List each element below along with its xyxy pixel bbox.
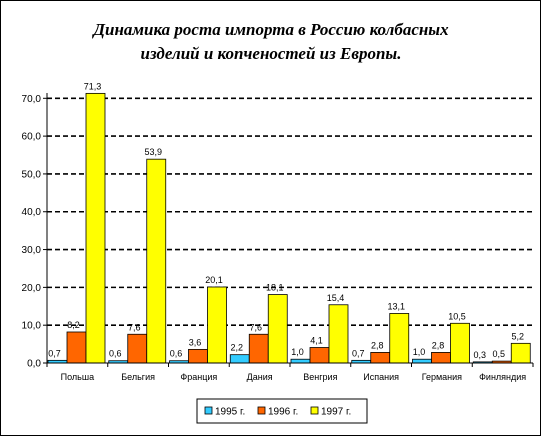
legend-swatch [204,406,213,415]
chart-title-line-2: изделий и копченостей из Европы. [141,44,402,63]
data-label: 20,1 [205,275,223,285]
legend: 1995 г. 1996 г. 1997 г. [196,398,368,424]
legend-swatch [310,406,319,415]
data-label: 15,4 [327,293,345,303]
category-label: Польша [61,372,94,382]
category-labels: Польша Бельгия Франция Дания Венгрия Испания Г… [46,363,534,382]
bar [267,294,288,364]
bar [328,304,349,364]
category-label: Венгрия [303,372,337,382]
category-label: Германия [422,372,462,382]
data-label: 0,6 [109,349,122,359]
legend-label: 1996 г. [268,407,298,418]
data-label: 0,5 [492,349,505,359]
bar [290,358,311,364]
y-tick-label: 50,0 [22,169,42,180]
bar [510,342,531,364]
legend-swatch [257,406,266,415]
axes [46,93,533,364]
bar [188,348,208,364]
category-label: Дания [247,372,273,382]
data-label: 10,5 [448,311,466,321]
y-tick-label: 60,0 [22,132,42,143]
legend-label: 1997 г. [321,407,351,418]
data-label: 7,6 [249,322,262,332]
category-label: Франция [180,372,217,382]
data-label: 2,8 [371,340,384,350]
y-tick-label: 70,0 [22,94,42,105]
bar [370,352,391,364]
data-label: 53,9 [144,147,162,157]
bar [431,352,451,364]
data-label: 0,3 [473,350,486,360]
gridlines [47,97,533,326]
category-label: Испания [363,372,399,382]
data-label: 2,2 [230,343,243,353]
data-label: 1,0 [413,347,426,357]
bar [389,313,410,364]
bar [207,286,227,364]
chart-title-line-1: Динамика роста импорта в Россию колбасны… [91,20,449,39]
legend-box [196,398,368,424]
bar [309,347,330,364]
data-labels: 0,7 8,2 71,3 0,6 7,6 53,9 0,6 3,6 20,1 2,2 7,6 18,1… [48,81,524,359]
bar [450,322,470,364]
data-label: 5,2 [511,331,524,341]
data-label: 18,1 [266,283,284,293]
data-label: 13,1 [387,301,405,311]
bar [248,333,269,364]
y-tick-label: 10,0 [22,321,42,332]
data-label: 0,7 [352,348,365,358]
data-label: 7,6 [128,322,141,332]
data-label: 0,6 [170,349,183,359]
bar [146,158,167,364]
data-label: 2,8 [432,340,445,350]
y-tick-label: 20,0 [22,283,42,294]
y-tick-label: 30,0 [22,245,42,256]
bar [66,331,87,364]
data-label: 71,3 [84,81,102,91]
y-tick-label: 40,0 [22,207,42,218]
y-axis-ticks: 0,0 10,0 20,0 30,0 40,0 50,0 60,0 70,0 [22,94,47,370]
data-label: 8,2 [67,320,80,330]
data-label: 4,1 [310,335,323,345]
data-label: 3,6 [189,337,202,347]
category-label: Финляндия [479,372,526,382]
bars [47,92,531,364]
data-label: 0,7 [48,348,61,358]
bar [85,92,106,364]
legend-label: 1995 г. [215,407,245,418]
bar [412,358,432,364]
data-label: 1,0 [291,347,304,357]
bar [229,354,250,364]
bar [127,333,148,364]
category-label: Бельгия [121,372,155,382]
y-tick-label: 0,0 [27,359,41,370]
